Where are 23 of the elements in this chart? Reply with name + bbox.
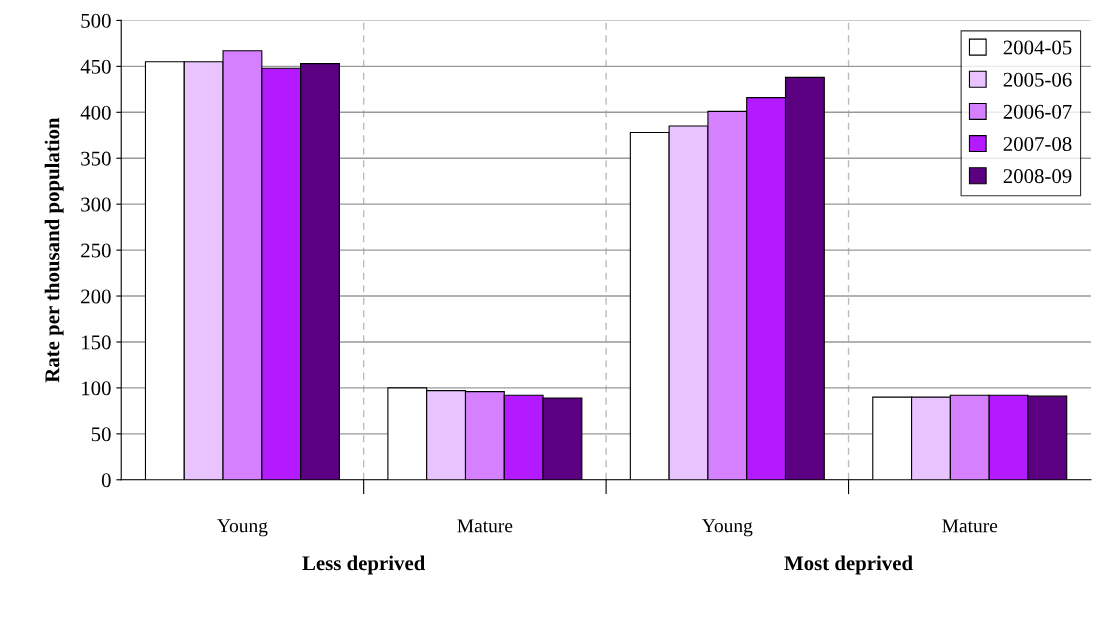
x-tick-label: Mature <box>942 519 998 533</box>
y-tick-label: 0 <box>101 473 111 488</box>
y-tick-label: 500 <box>81 13 111 28</box>
y-tick-label: 150 <box>82 335 111 350</box>
legend-label: 2008-09 <box>1003 169 1072 184</box>
legend-label: 2007-08 <box>1003 136 1072 152</box>
legend-label: 2006-07 <box>1003 104 1072 119</box>
x-tick-label: Young <box>702 519 753 537</box>
y-tick-label: 50 <box>91 427 111 442</box>
y-axis-title: Rate per thousand population <box>44 117 64 383</box>
y-tick-label: 400 <box>80 105 111 120</box>
y-tick-label: 250 <box>81 243 111 258</box>
legend-label: 2005-06 <box>1003 72 1072 87</box>
legend-label: 2004-05 <box>1003 40 1072 55</box>
y-tick-label: 300 <box>81 197 111 212</box>
x-tick-label: Young <box>217 519 268 537</box>
y-tick-label: 200 <box>81 289 111 304</box>
x-tick-label: Mature <box>457 519 513 533</box>
text: Less deprived <box>302 555 426 575</box>
y-tick-label: 350 <box>81 151 111 166</box>
text: Most deprived <box>784 555 913 575</box>
y-tick-label: 450 <box>80 59 111 74</box>
y-tick-label: 100 <box>82 381 111 396</box>
